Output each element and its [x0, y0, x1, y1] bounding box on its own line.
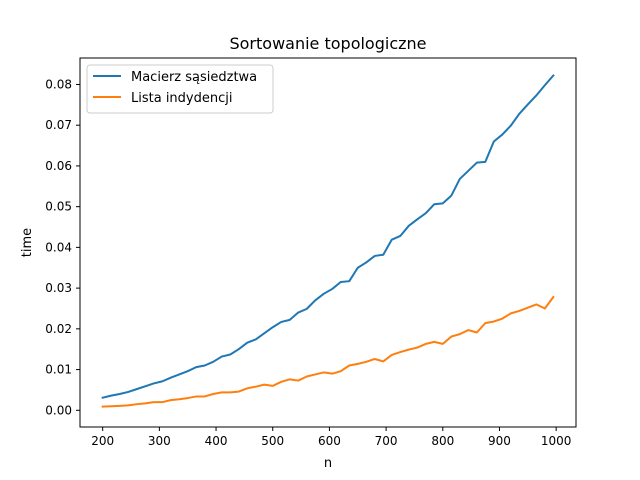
legend-label-macierz: Macierz sąsiedztwa	[131, 70, 257, 85]
x-axis-label: n	[324, 456, 332, 471]
y-tick-label: 0.02	[45, 322, 72, 336]
y-tick-label: 0.04	[45, 240, 72, 254]
x-tick-label: 500	[261, 434, 284, 448]
legend-box	[86, 64, 274, 114]
series-line-1	[101, 295, 555, 408]
series-line-0	[101, 74, 555, 399]
x-tick-label: 1000	[541, 434, 572, 448]
legend: Macierz sąsiedztwa Lista indydencji	[86, 64, 274, 114]
y-tick-label: 0.07	[45, 118, 72, 132]
x-tick-label: 800	[431, 434, 454, 448]
y-tick-label: 0.05	[45, 200, 72, 214]
y-tick-label: 0.03	[45, 281, 72, 295]
x-tick-label: 900	[488, 434, 511, 448]
x-tick-label: 300	[148, 434, 171, 448]
y-tick-label: 0.08	[45, 77, 72, 91]
x-tick-label: 600	[318, 434, 341, 448]
x-axis-ticks: 200 300 400 500 600 700 800 900 1000	[91, 427, 571, 448]
y-tick-label: 0.06	[45, 159, 72, 173]
y-tick-label: 0.01	[45, 363, 72, 377]
y-axis-label: time	[20, 228, 35, 257]
plot-area-frame	[79, 57, 577, 428]
chart-title: Sortowanie topologiczne	[229, 34, 426, 53]
x-tick-label: 400	[205, 434, 228, 448]
x-tick-label: 700	[375, 434, 398, 448]
x-tick-label: 200	[91, 434, 114, 448]
y-tick-label: 0.00	[45, 403, 72, 417]
y-axis-ticks: 0.00 0.01 0.02 0.03 0.04 0.05 0.06 0.07 0.08	[45, 77, 80, 417]
legend-label-lista: Lista indydencji	[131, 91, 232, 106]
series-layer	[101, 74, 555, 408]
